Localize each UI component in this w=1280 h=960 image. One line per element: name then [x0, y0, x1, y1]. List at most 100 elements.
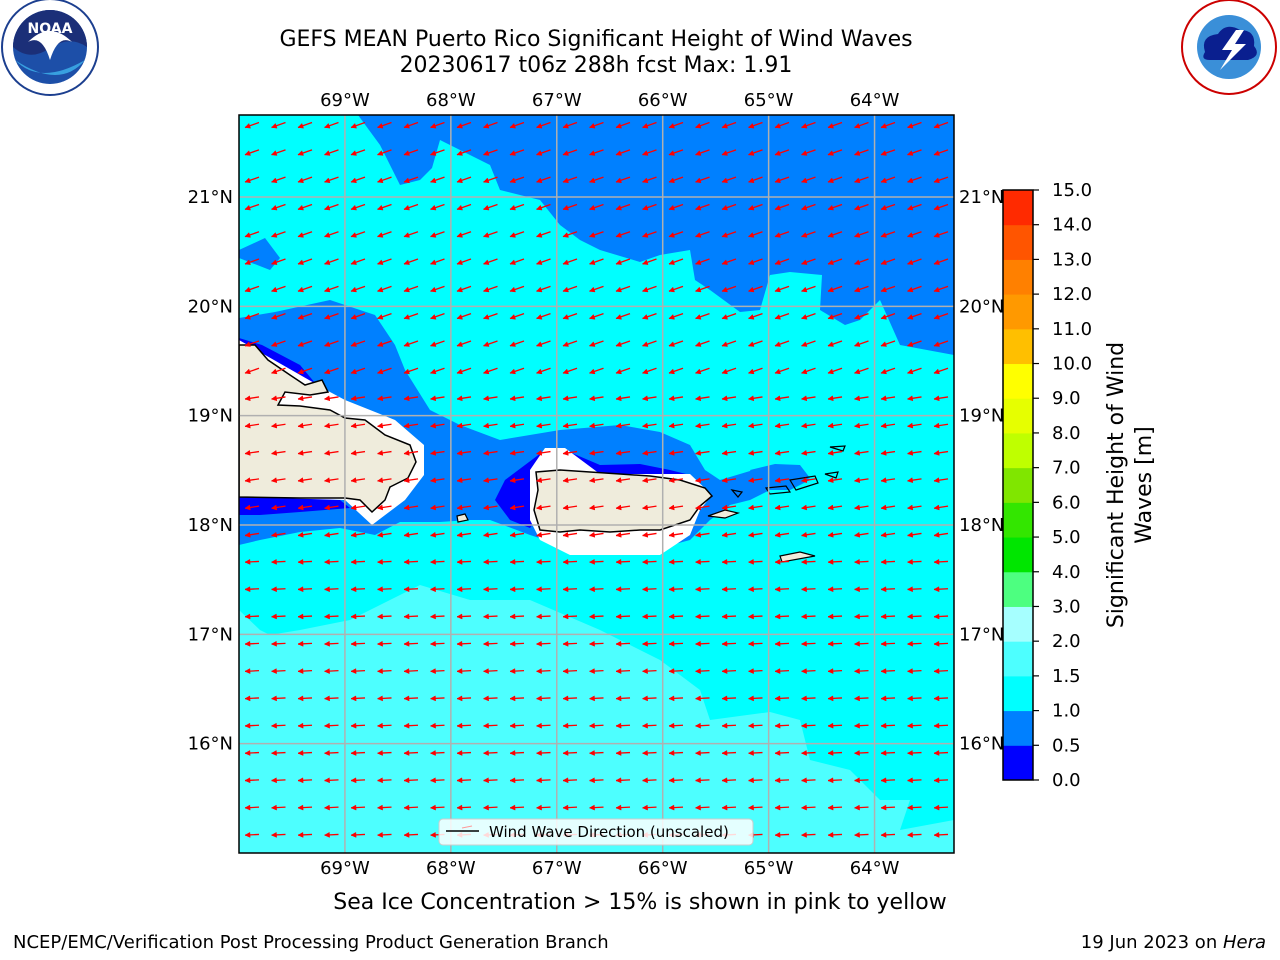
wind-arrow — [482, 558, 498, 565]
wind-arrow — [509, 313, 525, 320]
wind-arrow — [721, 121, 737, 129]
wind-arrow — [933, 831, 949, 838]
colorbar: 0.0 0.5 1.0 1.5 2.0 3.0 4.0 5.0 6.0 7.0 8.0 9.0 10.0… — [1002, 180, 1092, 791]
wind-arrow — [747, 176, 763, 184]
wind-arrow — [800, 231, 816, 238]
wind-arrow — [615, 422, 631, 429]
wind-arrow — [323, 777, 339, 784]
wind-arrow — [827, 613, 843, 620]
wind-arrow — [323, 750, 339, 756]
wind-arrow — [880, 777, 896, 784]
wind-arrow — [403, 395, 419, 402]
wind-arrow — [800, 285, 816, 293]
wind-arrow — [880, 695, 896, 702]
wind-arrow — [880, 750, 896, 756]
wind-arrow — [297, 231, 313, 238]
wind-arrow — [482, 777, 498, 784]
wind-arrow — [906, 504, 922, 511]
wind-arrow — [429, 231, 445, 238]
wind-arrow — [535, 558, 551, 565]
wind-arrow — [270, 258, 286, 265]
wind-arrow — [323, 367, 339, 375]
wind-arrow — [721, 531, 737, 538]
wind-arrow — [906, 340, 922, 347]
wind-arrow — [509, 613, 525, 620]
wind-arrow — [509, 176, 525, 184]
wind-arrow — [668, 203, 684, 211]
wind-arrow — [800, 504, 816, 511]
wind-arrow — [906, 804, 922, 811]
wind-arrow — [668, 231, 684, 238]
colorbar-tick-label: 9.0 — [1052, 388, 1081, 409]
wind-arrow — [562, 121, 578, 129]
wind-arrow — [588, 477, 604, 484]
wind-arrow — [747, 258, 763, 265]
wind-arrow — [297, 477, 313, 484]
wind-arrow — [323, 149, 339, 156]
wind-arrow — [323, 258, 339, 265]
wind-arrow — [535, 422, 551, 429]
wind-arrow — [800, 313, 816, 320]
wind-arrow — [562, 531, 578, 538]
wind-arrow — [562, 695, 578, 702]
wind-arrow — [350, 449, 366, 456]
wind-arrow — [482, 586, 498, 593]
wind-arrow — [641, 313, 657, 320]
wind-arrow — [721, 668, 737, 674]
wind-arrow — [482, 477, 498, 484]
wind-arrow — [456, 449, 472, 456]
colorbar-segment — [1003, 398, 1033, 434]
wind-arrow — [429, 203, 445, 211]
wind-arrow — [429, 722, 445, 729]
wind-arrow — [297, 640, 313, 647]
wind-arrow — [270, 231, 286, 238]
wind-arrow — [747, 367, 763, 375]
wind-arrow — [694, 149, 710, 156]
wind-arrow — [562, 149, 578, 156]
wind-arrow — [244, 149, 260, 156]
wind-arrow — [323, 176, 339, 184]
wind-arrow — [774, 285, 790, 293]
wind-arrow — [456, 203, 472, 211]
wind-arrow — [376, 422, 392, 429]
wind-arrow — [429, 695, 445, 702]
wind-arrow — [800, 422, 816, 429]
wind-arrow — [906, 722, 922, 729]
wind-arrow — [482, 176, 498, 184]
wind-arrow — [562, 285, 578, 293]
wind-arrow — [933, 722, 949, 729]
wind-arrow — [376, 804, 392, 811]
wind-arrow — [615, 531, 631, 538]
wind-arrow — [747, 477, 763, 484]
wind-arrow — [668, 121, 684, 129]
wind-arrow — [456, 477, 472, 484]
wind-arrow — [641, 395, 657, 402]
wind-arrow — [429, 640, 445, 647]
wind-arrow — [668, 558, 684, 565]
wind-arrow — [403, 777, 419, 784]
wind-arrow — [668, 149, 684, 156]
colorbar-segment — [1003, 606, 1033, 642]
wind-arrow — [429, 258, 445, 265]
wind-arrow — [668, 695, 684, 702]
wind-arrow — [456, 258, 472, 265]
wind-arrow — [509, 695, 525, 702]
wind-arrow — [721, 777, 737, 784]
wind-arrow — [694, 586, 710, 593]
wind-arrow — [774, 121, 790, 129]
wind-arrow — [853, 640, 869, 647]
wind-arrow — [535, 203, 551, 211]
wind-arrow — [376, 750, 392, 756]
wind-arrow — [774, 695, 790, 702]
wind-arrow — [376, 203, 392, 211]
wind-arrow — [615, 395, 631, 402]
wind-arrow — [853, 449, 869, 456]
wind-arrow — [456, 750, 472, 756]
lon-tick-label: 68°W — [426, 858, 476, 879]
wind-arrow — [906, 395, 922, 402]
wind-arrow — [721, 640, 737, 647]
lat-tick-label: 16°N — [188, 734, 233, 755]
wind-arrow — [694, 640, 710, 647]
wind-arrow — [297, 586, 313, 593]
wind-arrow — [906, 640, 922, 647]
